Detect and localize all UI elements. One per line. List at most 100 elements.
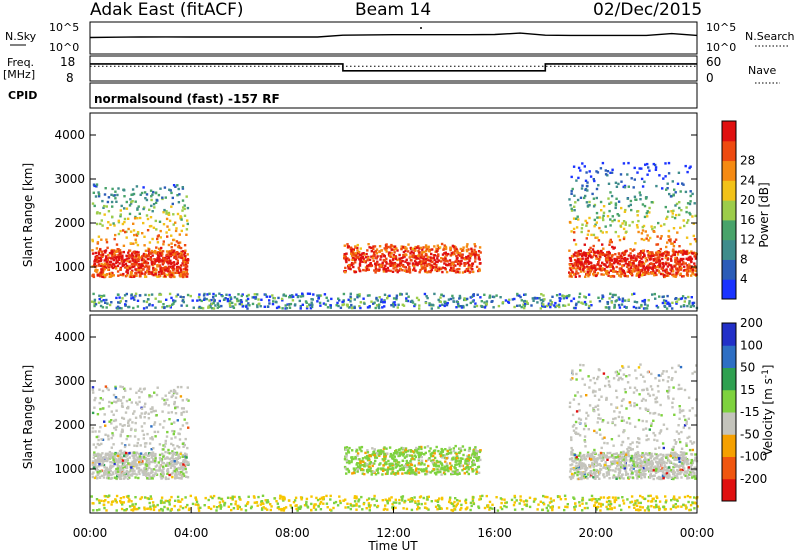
data-cell (240, 294, 243, 298)
data-cell (440, 293, 443, 296)
data-cell (404, 448, 408, 452)
data-cell (94, 303, 98, 306)
data-cell (141, 429, 144, 433)
data-cell (170, 395, 173, 399)
data-cell (98, 461, 101, 464)
data-cell (583, 243, 586, 246)
data-cell (588, 304, 591, 308)
data-cell (358, 295, 361, 298)
data-cell (177, 446, 181, 449)
data-cell (627, 161, 630, 165)
data-cell (584, 194, 587, 198)
data-cell (139, 266, 143, 269)
data-cell (656, 306, 660, 309)
data-cell (103, 265, 106, 268)
data-cell (147, 265, 150, 268)
data-cell (436, 260, 439, 264)
data-cell (161, 260, 164, 263)
data-cell (157, 270, 161, 274)
data-cell (92, 463, 95, 466)
data-cell (119, 477, 122, 480)
data-cell (157, 469, 160, 472)
data-cell (411, 247, 414, 250)
data-cell (175, 470, 178, 473)
data-cell (166, 463, 169, 467)
data-cell (425, 470, 428, 473)
data-cell (366, 249, 369, 252)
data-cell (138, 212, 141, 215)
data-cell (632, 259, 635, 263)
data-cell (182, 445, 185, 448)
data-cell (125, 437, 128, 441)
data-cell (140, 425, 144, 428)
data-cell (170, 452, 173, 455)
site-title: Adak East (fitACF) (90, 0, 244, 20)
data-cell (639, 269, 642, 272)
data-cell (390, 251, 393, 255)
data-cell (607, 254, 610, 257)
data-cell (383, 301, 386, 304)
data-cell (682, 269, 686, 272)
data-cell (418, 307, 421, 310)
data-cell (468, 252, 471, 255)
data-cell (637, 263, 641, 267)
data-cell (176, 194, 179, 197)
data-cell (426, 255, 430, 259)
data-cell (424, 257, 428, 261)
data-cell (474, 446, 477, 449)
data-cell (94, 268, 98, 271)
data-cell (414, 472, 417, 476)
data-cell (584, 296, 587, 299)
data-cell (455, 452, 458, 456)
data-cell (231, 301, 234, 305)
data-cell (576, 215, 579, 218)
data-cell (467, 455, 470, 459)
data-cell (356, 293, 359, 297)
data-cell (431, 303, 434, 307)
data-cell (355, 467, 358, 470)
data-cell (349, 300, 352, 303)
data-cell (439, 454, 442, 457)
data-cell (217, 305, 221, 308)
data-cell (409, 252, 412, 255)
data-cell (153, 421, 157, 424)
data-cell (692, 301, 696, 305)
data-cell (119, 434, 122, 438)
data-cell (161, 250, 165, 253)
data-cell (635, 198, 638, 201)
data-cell (413, 304, 416, 308)
data-cell (627, 254, 631, 257)
data-cell (264, 293, 267, 296)
data-cell (388, 251, 391, 254)
data-cell (575, 260, 578, 263)
velocity-scatter-data (90, 363, 699, 512)
data-cell (435, 266, 438, 269)
data-cell (161, 461, 164, 464)
data-cell (367, 454, 371, 457)
data-cell (666, 187, 669, 190)
data-cell (109, 275, 112, 278)
data-cell (424, 246, 428, 249)
data-cell (422, 256, 425, 260)
data-cell (402, 468, 405, 471)
data-cell (596, 236, 599, 239)
data-cell (180, 218, 183, 221)
data-cell (326, 299, 330, 302)
data-cell (417, 254, 420, 258)
data-cell (102, 460, 105, 463)
data-cell (419, 246, 423, 250)
data-cell (615, 197, 618, 200)
data-cell (501, 301, 505, 304)
data-cell (601, 297, 604, 300)
data-cell (382, 268, 385, 271)
data-cell (93, 263, 97, 266)
data-cell (599, 268, 602, 271)
data-cell (425, 252, 428, 256)
data-cell (574, 306, 577, 310)
data-cell (166, 267, 169, 270)
data-cell (116, 463, 119, 466)
data-cell (460, 457, 463, 460)
data-cell (426, 271, 429, 274)
data-cell (672, 209, 675, 212)
data-cell (241, 305, 244, 308)
